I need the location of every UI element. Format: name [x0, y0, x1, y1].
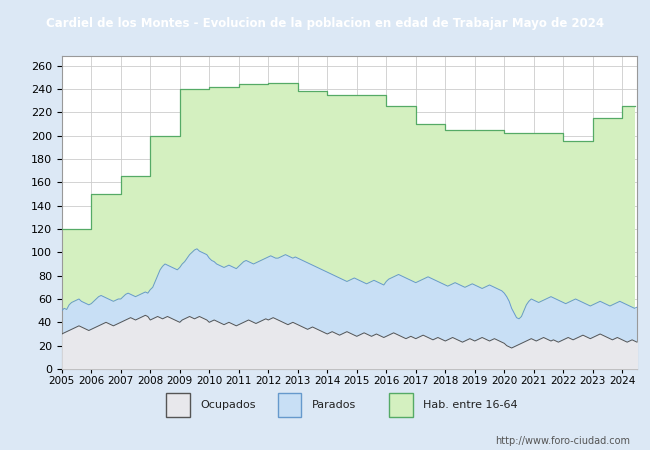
FancyBboxPatch shape	[278, 393, 302, 417]
Text: Parados: Parados	[311, 400, 356, 410]
FancyBboxPatch shape	[166, 393, 190, 417]
Text: Ocupados: Ocupados	[200, 400, 255, 410]
Text: Hab. entre 16-64: Hab. entre 16-64	[423, 400, 517, 410]
Text: Cardiel de los Montes - Evolucion de la poblacion en edad de Trabajar Mayo de 20: Cardiel de los Montes - Evolucion de la …	[46, 17, 604, 30]
FancyBboxPatch shape	[389, 393, 413, 417]
Text: http://www.foro-ciudad.com: http://www.foro-ciudad.com	[495, 436, 630, 446]
